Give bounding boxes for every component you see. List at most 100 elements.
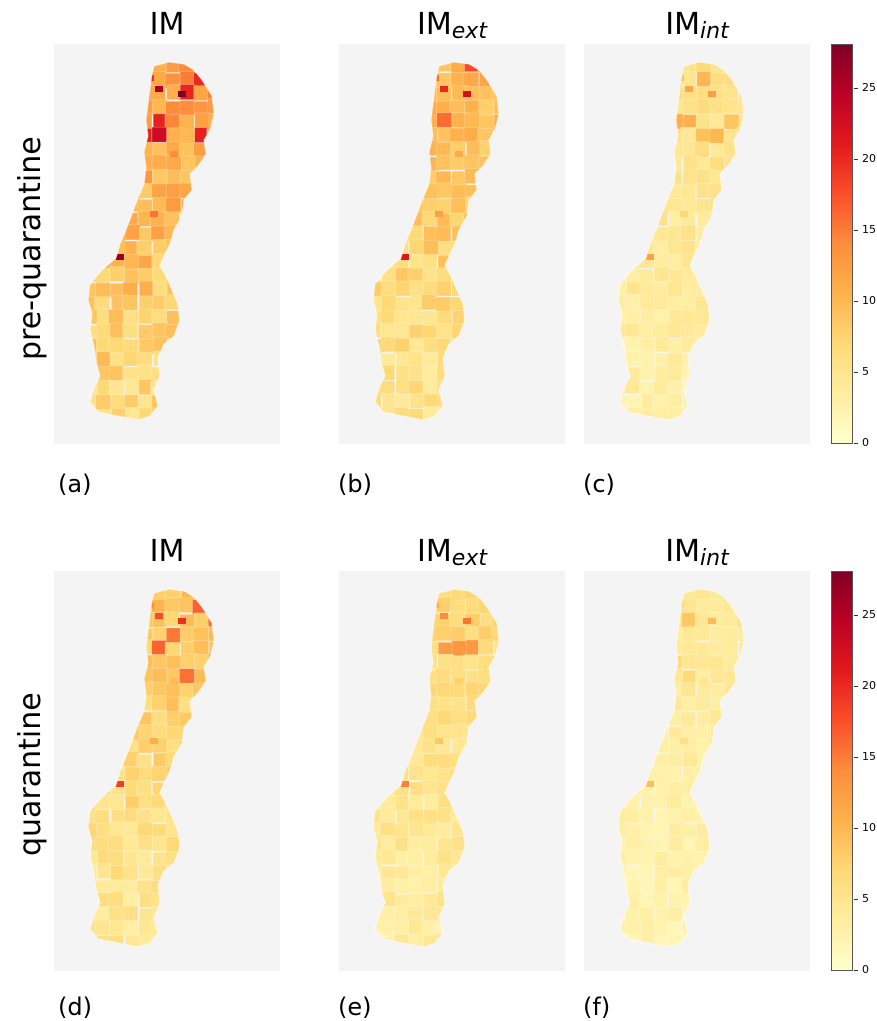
region-cell — [110, 239, 126, 256]
region-cell — [667, 589, 683, 600]
region-cell — [450, 949, 465, 964]
region-cell — [694, 880, 711, 896]
region-cell — [109, 127, 126, 144]
region-hotspot — [676, 602, 684, 608]
region-cell — [150, 807, 167, 824]
region-cell — [96, 653, 112, 670]
region-cell — [463, 654, 479, 671]
region-cell — [108, 738, 125, 754]
region-cell — [493, 407, 499, 420]
region-cell — [407, 849, 424, 866]
region-cell — [179, 668, 195, 685]
region-cell — [463, 723, 479, 740]
region-cell — [736, 613, 744, 629]
region-cell — [640, 126, 657, 142]
region-cell — [207, 184, 214, 201]
region-cell — [737, 849, 744, 866]
region-cell — [449, 919, 466, 935]
region-cell — [492, 751, 499, 768]
region-cell — [109, 950, 124, 965]
region-cell — [738, 906, 744, 923]
region-cell — [179, 421, 194, 436]
region-cell — [640, 877, 656, 894]
region-cell — [477, 639, 494, 655]
region-cell — [178, 852, 195, 868]
region-cell — [477, 725, 494, 742]
region-hotspot — [646, 781, 654, 787]
region-cell — [493, 98, 499, 115]
region-cell — [625, 142, 641, 159]
region-cell — [373, 253, 383, 269]
region-cell — [379, 113, 396, 129]
region-cell — [88, 781, 97, 798]
region-cell — [435, 296, 451, 313]
region-hotspot — [435, 211, 443, 217]
region-cell — [88, 126, 98, 143]
region-cell — [494, 423, 509, 438]
region-cell — [381, 711, 398, 727]
region-cell — [736, 266, 744, 283]
colorbar-tick: 10 — [854, 293, 876, 307]
region-cell — [478, 183, 495, 200]
region-cell — [88, 99, 98, 116]
region-cell — [493, 766, 499, 782]
region-cell — [124, 253, 140, 270]
region-cell — [493, 949, 508, 964]
region-cell — [180, 241, 197, 257]
region-cell — [180, 128, 197, 145]
region-cell — [123, 62, 140, 73]
region-cell — [381, 948, 396, 963]
region-cell — [738, 352, 744, 369]
region-cell — [192, 168, 209, 185]
region-cell — [494, 935, 499, 947]
region-cell — [710, 240, 726, 257]
region-cell — [682, 950, 697, 965]
region-cell — [180, 950, 195, 965]
region-cell — [668, 891, 684, 907]
region-cell — [123, 154, 140, 171]
region-cell — [464, 227, 480, 243]
region-cell — [655, 589, 671, 601]
region-cell — [449, 877, 465, 894]
region-cell — [109, 920, 126, 936]
region-cell — [653, 821, 669, 837]
region-cell — [208, 849, 214, 866]
region-cell — [139, 423, 154, 438]
region-cell — [193, 850, 209, 866]
region-cell — [421, 352, 438, 368]
region-cell — [394, 711, 411, 727]
region-cell — [736, 667, 744, 684]
region-cell — [110, 394, 127, 411]
region-cell — [477, 239, 494, 255]
region-cell — [653, 600, 670, 616]
region-cell — [652, 114, 669, 131]
region-cell — [151, 126, 168, 143]
region-cell — [709, 381, 726, 397]
region-cell — [653, 294, 669, 311]
region-cell — [463, 338, 480, 355]
region-cell — [152, 197, 168, 213]
region-cell — [694, 863, 711, 880]
region-cell — [380, 71, 397, 88]
region-cell — [736, 98, 744, 115]
region-cell — [723, 253, 740, 270]
region-cell — [624, 62, 641, 75]
region-cell — [708, 850, 725, 867]
region-cell — [150, 225, 167, 242]
region-cell — [166, 379, 183, 395]
region-cell — [88, 113, 98, 129]
region-cell — [94, 227, 111, 243]
region-cell — [409, 393, 426, 409]
region-cell — [736, 807, 744, 824]
region-cell — [379, 142, 396, 158]
region-cell — [680, 184, 697, 201]
region-cell — [464, 795, 480, 811]
region-cell — [435, 933, 452, 947]
colorbar-top — [831, 44, 853, 444]
region-cell — [709, 793, 726, 810]
region-cell — [381, 725, 398, 741]
region-cell — [208, 767, 214, 784]
region-cell — [479, 365, 496, 382]
region-cell — [206, 711, 214, 728]
region-cell — [736, 838, 744, 854]
